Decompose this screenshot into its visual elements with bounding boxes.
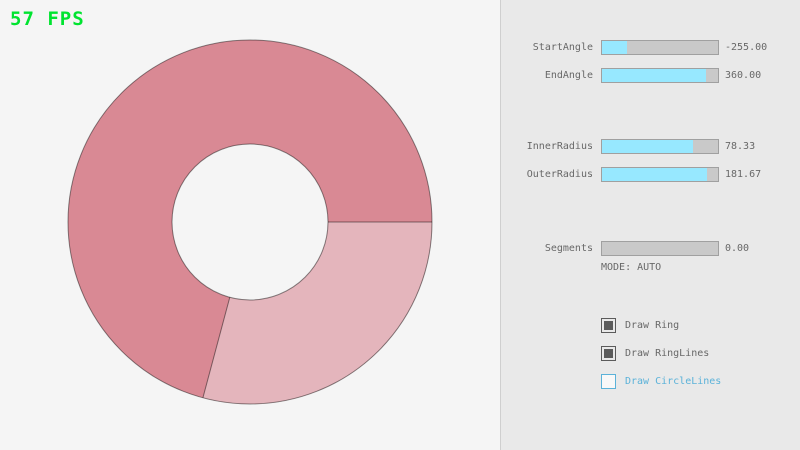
slider-inner-radius-track[interactable]: [601, 139, 719, 154]
slider-segments-value: 0.00: [725, 243, 750, 254]
slider-inner-radius: InnerRadius 78.33: [501, 139, 800, 154]
checkbox-draw-ringlines-label: Draw RingLines: [625, 348, 710, 359]
slider-outer-radius-label: OuterRadius: [526, 169, 593, 180]
slider-outer-radius-track[interactable]: [601, 167, 719, 182]
slider-end-angle-fill: [602, 69, 707, 82]
slider-segments-track[interactable]: [601, 241, 719, 256]
checkbox-draw-ring-label: Draw Ring: [625, 320, 680, 331]
slider-outer-radius: OuterRadius 181.67: [501, 167, 800, 182]
ring-start-angle-line: [202, 297, 231, 398]
slider-start-angle-value: -255.00: [725, 42, 768, 53]
slider-start-angle-label: StartAngle: [532, 42, 593, 53]
slider-outer-radius-value: 181.67: [725, 169, 762, 180]
mode-label: MODE: AUTO: [601, 262, 662, 273]
ring-canvas: [67, 39, 433, 405]
checkbox-draw-ring-box[interactable]: [601, 318, 616, 333]
slider-segments: Segments 0.00: [501, 241, 800, 256]
checkbox-draw-circlelines[interactable]: Draw CircleLines: [601, 374, 800, 389]
checkbox-draw-ring[interactable]: Draw Ring: [601, 318, 800, 333]
checkbox-draw-ringlines[interactable]: Draw RingLines: [601, 346, 800, 361]
slider-end-angle: EndAngle 360.00: [501, 68, 800, 83]
slider-end-angle-label: EndAngle: [544, 70, 593, 81]
ring-inner-hole: [171, 143, 329, 301]
checkmark-icon: [604, 321, 613, 330]
ring-light-sector: [202, 222, 433, 405]
ring-outer-outline: [67, 39, 433, 405]
checkmark-icon: [604, 349, 613, 358]
slider-end-angle-track[interactable]: [601, 68, 719, 83]
slider-start-angle: StartAngle -255.00: [501, 40, 800, 55]
control-panel: StartAngle -255.00 EndAngle 360.00 Inner…: [500, 0, 800, 450]
checkbox-draw-ringlines-box[interactable]: [601, 346, 616, 361]
checkbox-draw-circlelines-box[interactable]: [601, 374, 616, 389]
slider-outer-radius-fill: [602, 168, 708, 181]
slider-inner-radius-fill: [602, 140, 693, 153]
slider-start-angle-track[interactable]: [601, 40, 719, 55]
slider-segments-label: Segments: [544, 243, 593, 254]
slider-end-angle-value: 360.00: [725, 70, 762, 81]
slider-start-angle-fill: [602, 41, 628, 54]
fps-counter: 57 FPS: [10, 8, 85, 30]
checkbox-draw-circlelines-label: Draw CircleLines: [625, 376, 722, 387]
slider-inner-radius-value: 78.33: [725, 141, 756, 152]
slider-inner-radius-label: InnerRadius: [526, 141, 593, 152]
